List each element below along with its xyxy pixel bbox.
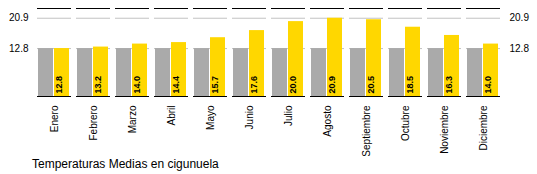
svg-text:14.0: 14.0 <box>132 76 142 94</box>
svg-text:20.5: 20.5 <box>366 76 376 94</box>
svg-text:Enero: Enero <box>49 105 60 132</box>
svg-text:16.3: 16.3 <box>444 76 454 94</box>
html-text:Temperaturas Medias en cigunue: Temperaturas Medias en cigunuela <box>32 157 219 171</box>
svg-text:20.9: 20.9 <box>327 76 337 94</box>
svg-text:15.7: 15.7 <box>210 76 220 94</box>
svg-text:Abril: Abril <box>166 106 177 126</box>
svg-text:Junio: Junio <box>244 105 255 129</box>
svg-text:Julio: Julio <box>283 105 294 126</box>
svg-text:20.0: 20.0 <box>288 76 298 94</box>
svg-text:12.8: 12.8 <box>510 43 530 54</box>
svg-text:12.8: 12.8 <box>9 43 29 54</box>
svg-text:20.9: 20.9 <box>510 12 530 23</box>
svg-text:Noviembre: Noviembre <box>439 105 450 154</box>
svg-text:Agosto: Agosto <box>322 105 333 137</box>
svg-text:Febrero: Febrero <box>88 105 99 140</box>
svg-text:13.2: 13.2 <box>93 76 103 94</box>
svg-text:Septiembre: Septiembre <box>361 105 372 156</box>
svg-text:Marzo: Marzo <box>127 105 138 133</box>
svg-text:Diciembre: Diciembre <box>478 105 489 150</box>
svg-text:Octubre: Octubre <box>400 105 411 141</box>
svg-text:20.9: 20.9 <box>9 12 29 23</box>
svg-text:17.6: 17.6 <box>249 76 259 94</box>
svg-text:14.0: 14.0 <box>483 76 493 94</box>
svg-text:12.8: 12.8 <box>54 76 64 94</box>
svg-text:18.5: 18.5 <box>405 76 415 94</box>
svg-text:Mayo: Mayo <box>205 105 216 130</box>
svg-text:14.4: 14.4 <box>171 76 181 94</box>
